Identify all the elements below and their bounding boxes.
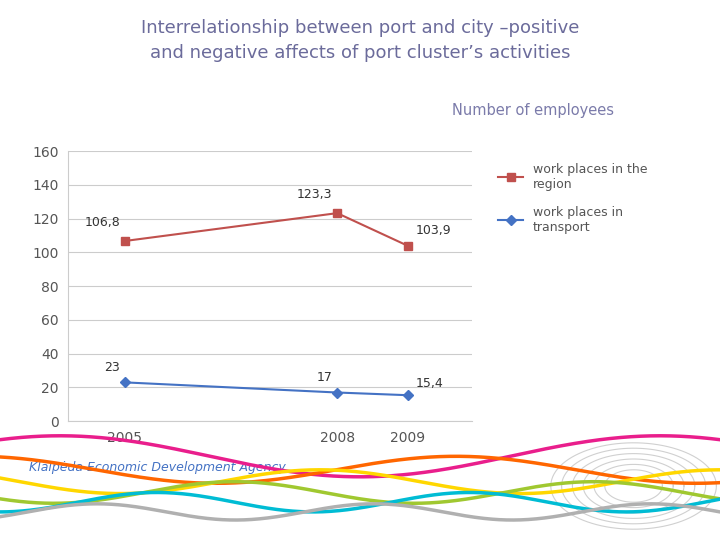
Legend: work places in the
region, work places in
transport: work places in the region, work places i… [498, 163, 647, 234]
Text: 17: 17 [317, 371, 333, 384]
Text: 103,9: 103,9 [415, 225, 451, 238]
Text: Interrelationship between port and city –positive
and negative affects of port c: Interrelationship between port and city … [141, 19, 579, 62]
Text: 123,3: 123,3 [297, 188, 333, 201]
Text: Klaipėda Economic Development Agency: Klaipėda Economic Development Agency [29, 461, 286, 474]
Text: 15,4: 15,4 [415, 377, 444, 390]
Text: Number of employees: Number of employees [452, 103, 613, 118]
Text: 106,8: 106,8 [84, 216, 120, 229]
Text: 23: 23 [104, 361, 120, 374]
